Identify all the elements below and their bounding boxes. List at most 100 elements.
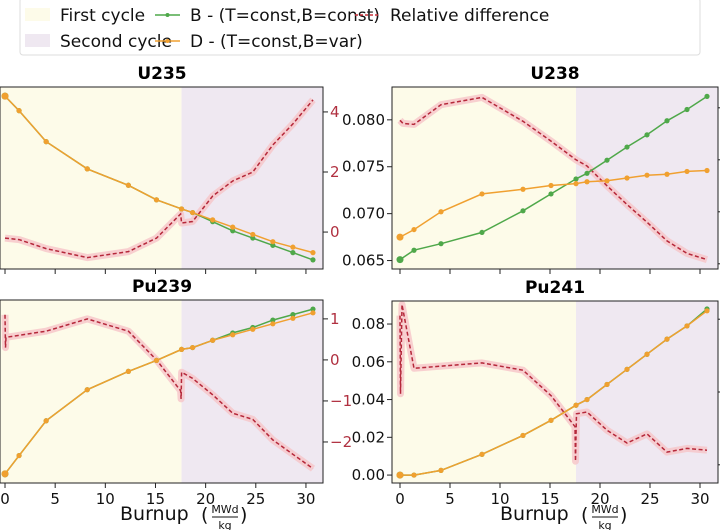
data-point: [210, 217, 216, 223]
legend-item: Relative difference: [355, 6, 549, 26]
data-point: [548, 182, 554, 189]
data-point: [684, 106, 690, 113]
data-point: [189, 209, 196, 216]
x-label-unit-denominator: kg: [218, 519, 231, 530]
data-point: [479, 229, 485, 236]
data-point: [310, 257, 316, 263]
data-point: [704, 93, 710, 99]
y-tick-label: 0.04: [352, 391, 385, 409]
y-tick-label: 0.02: [352, 428, 385, 446]
x-tick-label: 15: [146, 490, 165, 508]
data-point: [310, 310, 316, 316]
x-tick-label: 25: [246, 490, 265, 508]
data-point: [153, 357, 160, 363]
data-point: [438, 241, 444, 247]
right-y-tick-label: 2: [330, 163, 340, 181]
y-tick-label: 0.065: [342, 252, 385, 270]
data-point: [290, 315, 296, 321]
data-point: [396, 233, 404, 241]
series-d: [396, 167, 710, 241]
series-line: [400, 310, 708, 476]
subplot-title: Pu241: [525, 278, 585, 298]
data-point: [624, 366, 630, 372]
data-point: [604, 381, 610, 388]
x-axis-label: Burnup (MWd kg): [120, 503, 247, 530]
subplot-u238: 0.065 0.070 0.075 0.080 U238: [342, 64, 720, 274]
data-point: [644, 172, 650, 178]
data-point: [250, 231, 256, 238]
subplot-title: U238: [530, 64, 579, 84]
subplot-u235: 0 2 4 U235: [0, 64, 340, 274]
data-point: [16, 108, 22, 114]
x-label-unit-numerator: MWd: [591, 503, 618, 516]
series-line: [4, 95, 314, 254]
data-point: [43, 418, 49, 424]
legend-item: B - (T=const,B=const): [155, 6, 380, 26]
data-point: [270, 239, 276, 245]
legend-label: D - (T=const,B=var): [190, 32, 363, 52]
data-point: [290, 312, 296, 318]
data-point: [310, 306, 316, 312]
y-tick-label: 0.08: [352, 315, 385, 333]
data-point: [573, 402, 579, 408]
right-y-tick-label: 0: [330, 351, 340, 369]
y-tick-label: 0.080: [342, 111, 385, 129]
x-tick-label: 10: [96, 490, 115, 508]
data-point: [411, 472, 417, 478]
data-point: [438, 467, 444, 473]
x-tick-label: 20: [196, 490, 215, 508]
data-point: [584, 396, 590, 403]
x-label-text: Burnup: [120, 503, 189, 525]
series-line: [4, 312, 314, 475]
data-point: [84, 166, 90, 172]
data-point: [310, 250, 316, 256]
data-point: [438, 209, 444, 215]
relative-difference-line: [399, 96, 708, 261]
data-point: [178, 206, 185, 212]
data-point: [704, 308, 710, 314]
data-point: [125, 182, 131, 188]
x-tick-label: 0: [395, 490, 405, 508]
series-line: [399, 95, 708, 261]
relative-difference-line: [4, 314, 314, 470]
x-label-unit-denominator: kg: [598, 519, 611, 530]
x-tick-label: 25: [640, 490, 659, 508]
subplot-title: U235: [137, 64, 186, 84]
legend-label: Relative difference: [390, 6, 549, 26]
x-tick-label: 30: [690, 490, 709, 508]
data-point: [624, 175, 630, 181]
axes-frame: [0, 86, 324, 270]
data-point: [604, 178, 610, 184]
x-tick-label: 15: [540, 490, 559, 508]
data-point: [704, 167, 710, 174]
legend-label: First cycle: [60, 6, 145, 26]
data-point: [584, 179, 590, 185]
data-point: [230, 228, 236, 234]
series-d: [1, 92, 316, 256]
relative-difference-line: [399, 304, 708, 462]
series-line: [399, 169, 708, 238]
data-point: [396, 256, 404, 264]
y-tick-label: 0.00: [352, 466, 385, 484]
x-label-text: Burnup: [500, 503, 569, 525]
series-d: [1, 310, 316, 478]
x-tick-label: 30: [296, 490, 315, 508]
data-point: [411, 247, 417, 253]
data-point: [664, 118, 670, 124]
x-tick-label: 5: [50, 490, 60, 508]
data-point: [290, 244, 296, 250]
data-point: [396, 471, 404, 479]
data-point: [644, 132, 650, 138]
x-axis-label: Burnup (MWd kg): [500, 503, 627, 530]
series-d: [396, 308, 710, 479]
x-tick-label: 0: [0, 490, 10, 508]
data-point: [479, 451, 485, 457]
y-tick-label: 0.075: [342, 158, 385, 176]
legend-marker-icon: [165, 13, 170, 17]
right-y-tick-label: 1: [330, 310, 340, 328]
legend-patch-icon: [25, 34, 50, 47]
right-y-tick-label: 0: [330, 223, 340, 241]
legend-label: Second cycle: [60, 32, 172, 52]
x-label-open-paren: (: [201, 504, 208, 526]
